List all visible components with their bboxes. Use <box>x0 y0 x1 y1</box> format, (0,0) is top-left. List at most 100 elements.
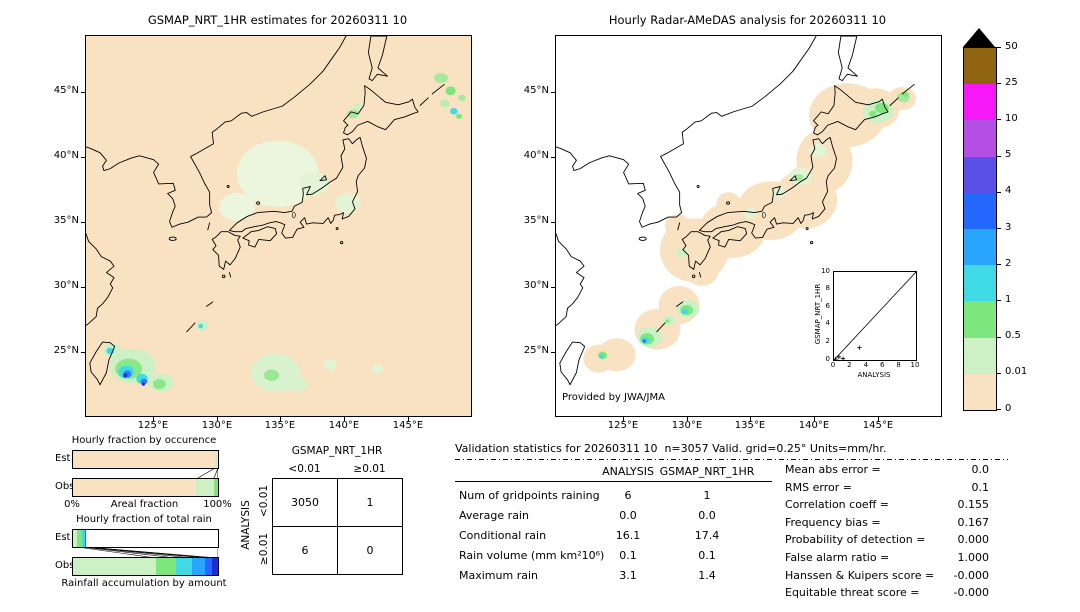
right-map-precip <box>598 92 910 360</box>
score-value: 0.1 <box>971 480 990 494</box>
contingency-cell: 1 <box>338 479 403 527</box>
colorbar-segment <box>964 120 996 157</box>
lon-tick-label: 140°E <box>328 420 360 431</box>
lat-tick-mark <box>551 287 555 288</box>
lon-tick-mark <box>153 417 154 421</box>
score-label: Hanssen & Kuipers score = <box>785 568 935 582</box>
inset-xlabel: ANALYSIS <box>857 371 891 379</box>
lon-tick-label: 145°E <box>392 420 424 431</box>
contingency-col-label-lt: <0.01 <box>288 463 321 475</box>
lat-tick-label: 35°N <box>523 215 549 226</box>
stats-analysis-value: 3.1 <box>619 569 637 582</box>
colorbar-segment <box>964 84 996 121</box>
contingency-cell: 3050 <box>273 479 338 527</box>
stats-header-underline <box>455 481 772 482</box>
bar-segment <box>73 451 216 468</box>
score-label: RMS error = <box>785 480 852 494</box>
colorbar-tick-mark <box>997 264 1001 266</box>
lat-tick-mark <box>551 92 555 93</box>
occurrence-chart: Hourly fraction by occurence Est Obs 0% … <box>55 435 233 517</box>
colorbar-tick-mark <box>997 409 1001 410</box>
left-map-title: GSMAP_NRT_1HR estimates for 20260311 10 <box>147 13 408 27</box>
contingency-grid: 3050 1 6 0 <box>272 478 403 575</box>
stats-row: Conditional rain 16.1 17.4 <box>455 527 775 547</box>
stats-gsmap-value: 17.4 <box>694 529 720 542</box>
lon-tick-label: 135°E <box>734 420 766 431</box>
score-label: Frequency bias = <box>785 515 881 529</box>
score-label: Correlation coeff = <box>785 498 889 512</box>
score-row: Frequency bias = 0.167 <box>785 516 989 534</box>
inset-ytick-label: 8 <box>825 284 830 293</box>
bar-segment <box>81 530 85 547</box>
colorbar-segment <box>964 373 996 411</box>
left-map-precip <box>103 72 466 392</box>
validation-statistics: Validation statistics for 20260311 10 n=… <box>455 440 1015 608</box>
stats-row-label: Num of gridpoints raining <box>459 489 600 502</box>
bar-segment <box>84 530 87 547</box>
colorbar-label: 2 <box>1005 257 1012 269</box>
colorbar-segment <box>964 301 996 338</box>
contingency-col-label-ge: ≥0.01 <box>353 463 386 475</box>
colorbar-label: 10 <box>1005 112 1018 124</box>
areal-fraction-min: 0% <box>64 499 80 510</box>
colorbar-segment <box>964 229 996 266</box>
score-value: 0.155 <box>957 498 990 512</box>
bar-segment <box>73 558 156 575</box>
lat-tick-label: 30°N <box>53 280 79 291</box>
inset-ylabel: GSMAP_NRT_1HR <box>814 283 822 345</box>
bar-segment <box>155 558 176 575</box>
left-map-canvas <box>86 36 466 392</box>
areal-fraction-max: 100% <box>203 499 232 510</box>
lon-tick-mark <box>408 417 409 421</box>
stats-row: Average rain 0.0 0.0 <box>455 507 775 527</box>
lon-tick-mark <box>878 417 879 421</box>
stats-table-rows: Num of gridpoints raining 6 1 Average rain 0… <box>455 487 775 587</box>
stats-row: Maximum rain 3.1 1.4 <box>455 567 775 587</box>
colorbar-label: 4 <box>1005 185 1012 197</box>
stats-col-gsmap: GSMAP_NRT_1HR <box>659 465 755 478</box>
stats-row: Num of gridpoints raining 6 1 <box>455 487 775 507</box>
score-row: RMS error = 0.1 <box>785 481 989 499</box>
bar-segment <box>77 530 82 547</box>
inset-xtick-label: 0 <box>830 361 836 369</box>
lat-tick-mark <box>81 287 85 288</box>
lon-tick-label: 135°E <box>264 420 296 431</box>
colorbar-segment <box>964 337 996 374</box>
colorbar-label: 1 <box>1005 293 1012 305</box>
colorbar-label: 0 <box>1005 402 1012 414</box>
lon-tick-mark <box>280 417 281 421</box>
colorbar-label: 0.5 <box>1005 330 1021 342</box>
stats-scores: Mean abs error = 0.0 RMS error = 0.1 Correla… <box>785 463 989 604</box>
colorbar-label: 50 <box>1005 40 1018 52</box>
contingency-row-title: ANALYSIS <box>240 500 252 550</box>
stats-row-label: Average rain <box>459 509 529 522</box>
inset-plot-svg <box>833 271 917 362</box>
stats-gsmap-value: 0.0 <box>698 509 716 522</box>
lon-tick-mark <box>344 417 345 421</box>
lat-tick-mark <box>81 157 85 158</box>
stats-row-label: Rain volume (mm km²10⁶) <box>459 549 605 562</box>
lon-tick-label: 125°E <box>137 420 169 431</box>
colorbar-segment <box>964 48 996 85</box>
lat-tick-label: 30°N <box>523 280 549 291</box>
bar-segment <box>196 479 214 496</box>
totalrain-chart: Hourly fraction of total rain Est Obs Ra… <box>55 514 233 596</box>
lon-tick-label: 140°E <box>798 420 830 431</box>
score-label: Probability of detection = <box>785 533 926 547</box>
lon-tick-label: 145°E <box>862 420 894 431</box>
colorbar-over-triangle <box>963 28 995 47</box>
stats-gsmap-value: 1.4 <box>698 569 716 582</box>
lat-tick-mark <box>551 157 555 158</box>
inset-xtick-label: 2 <box>847 361 852 369</box>
lon-tick-mark <box>814 417 815 421</box>
colorbar-tick-mark <box>997 336 1001 338</box>
score-value: 0.167 <box>957 515 990 529</box>
colorbar-segment <box>964 192 996 230</box>
stats-row-label: Maximum rain <box>459 569 538 582</box>
inset-ytick-label: 6 <box>825 301 830 310</box>
lon-tick-label: 130°E <box>201 420 233 431</box>
lat-tick-mark <box>81 92 85 93</box>
stats-row-label: Conditional rain <box>459 529 547 542</box>
score-value: -0.000 <box>953 568 989 582</box>
inset-xtick-label: 8 <box>896 361 901 369</box>
